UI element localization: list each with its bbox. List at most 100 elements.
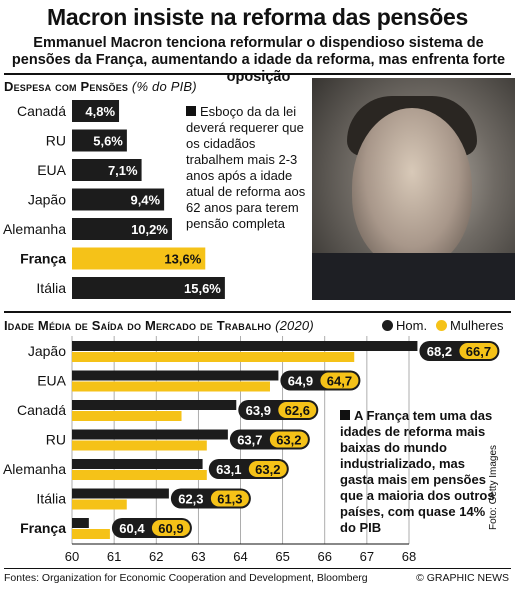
value-label-men: 63,7 (237, 433, 262, 448)
pension-spend-chart: Canadá 4,8% RU 5,6% EUA 7,1% Japão 9,4% Alemanha… (3, 100, 225, 299)
legend-women: Mulheres (436, 318, 503, 333)
x-tick-label: 62 (149, 549, 163, 564)
legend-men-swatch (382, 320, 393, 331)
value-label-men: 60,4 (119, 521, 145, 536)
value-label: 10,2% (131, 222, 168, 237)
bar-men (72, 429, 228, 440)
legend-men-label: Hom. (396, 318, 428, 333)
bar-women (72, 470, 207, 480)
value-pill: 63,9 62,6 (238, 400, 319, 420)
bar-women (72, 352, 355, 362)
legend-men: Hom. (382, 318, 427, 333)
legend-women-label: Mulheres (450, 318, 504, 333)
bar-women (72, 529, 110, 539)
category-label: RU (46, 133, 66, 149)
bar-women (72, 381, 270, 392)
value-label-men: 63,9 (246, 403, 271, 418)
pill-women-bg (320, 372, 359, 389)
category-label: Itália (36, 491, 66, 507)
bar-men (72, 459, 203, 469)
value-label-men: 68,2 (427, 344, 452, 359)
sources-footer: Fontes: Organization for Economic Cooper… (4, 572, 368, 584)
pill-women-bg (210, 490, 249, 507)
pill-women-bg (248, 461, 287, 477)
divider (4, 73, 511, 75)
value-label-men: 64,9 (288, 374, 313, 389)
france-note-text: A França tem uma das idades de reforma m… (340, 408, 495, 535)
value-label: 4,8% (85, 104, 115, 119)
value-label-men: 63,1 (216, 462, 241, 477)
bar-men (72, 341, 418, 351)
value-label-women: 64,7 (327, 374, 352, 389)
pension-spend-title: Despesa com Pensões (4, 79, 129, 94)
bar-men (72, 400, 237, 410)
category-label: Canadá (17, 402, 66, 418)
bullet-square-icon (340, 410, 350, 420)
x-tick-label: 64 (233, 549, 247, 564)
photo-credit: Foto: Getty Images (488, 444, 499, 530)
divider (4, 568, 511, 569)
draft-law-note: Esboço da da lei deverá requerer que os … (186, 104, 314, 232)
x-tick-label: 65 (275, 549, 289, 564)
value-label-women: 63,2 (276, 433, 301, 448)
category-label: RU (46, 432, 66, 448)
value-label-women: 61,3 (217, 492, 242, 507)
category-label: França (20, 251, 66, 267)
bar-men (72, 370, 279, 381)
pill-women-bg (278, 402, 317, 418)
legend-women-swatch (436, 320, 447, 331)
bar (72, 188, 165, 211)
bar-women (72, 411, 182, 421)
bullet-square-icon (186, 106, 196, 116)
value-label-women: 62,6 (285, 403, 310, 418)
x-tick-label: 67 (360, 549, 374, 564)
value-pill: 68,2 66,7 (419, 341, 500, 361)
value-label-women: 63,2 (255, 462, 280, 477)
value-label-women: 60,9 (158, 521, 183, 536)
pension-spend-heading: Despesa com Pensões (% do PIB) (4, 79, 197, 94)
category-label: Itália (36, 280, 66, 296)
value-label: 9,4% (130, 193, 160, 208)
bar (72, 247, 206, 270)
value-label: 15,6% (184, 281, 221, 296)
bar-men (72, 488, 169, 499)
x-tick-label: 60 (65, 549, 79, 564)
draft-law-note-text: Esboço da da lei deverá requerer que os … (186, 104, 306, 231)
x-tick-label: 63 (191, 549, 205, 564)
category-label: EUA (37, 373, 66, 389)
bar (72, 218, 172, 240)
bar-men (72, 518, 89, 528)
bar-women (72, 440, 207, 451)
x-tick-label: 68 (402, 549, 416, 564)
value-pill: 62,3 61,3 (170, 488, 251, 509)
value-pill: 64,9 64,7 (280, 370, 361, 391)
value-label: 5,6% (93, 134, 123, 149)
x-tick-label: 66 (318, 549, 332, 564)
bar (72, 277, 225, 299)
page-title: Macron insiste na reforma das pensões (47, 4, 468, 30)
value-label-women: 66,7 (466, 344, 491, 359)
value-pill: 60,4 60,9 (111, 518, 192, 538)
france-note: A França tem uma das idades de reforma m… (340, 408, 500, 536)
category-label: Alemanha (3, 221, 66, 237)
photo-face (352, 108, 472, 268)
pill-women-bg (151, 520, 190, 536)
bar (72, 129, 127, 152)
category-label: EUA (37, 162, 66, 178)
value-label: 7,1% (108, 163, 138, 178)
pill-women-bg (459, 343, 498, 359)
exit-age-unit: (2020) (275, 318, 314, 333)
category-label: Canadá (17, 103, 66, 119)
exit-age-heading: Idade Média de Saída do Mercado de Traba… (4, 318, 314, 333)
category-label: Japão (28, 343, 66, 359)
category-label: Alemanha (3, 461, 66, 477)
exit-age-title: Idade Média de Saída do Mercado de Traba… (4, 318, 272, 333)
pension-spend-unit: (% do PIB) (131, 79, 197, 94)
page-subtitle: Emmanuel Macron tenciona reformular o di… (11, 35, 506, 85)
copyright: © GRAPHIC NEWS (416, 572, 509, 584)
bar (72, 100, 120, 122)
value-label: 13,6% (164, 252, 201, 267)
bar-women (72, 499, 127, 510)
value-pill: 63,1 63,2 (208, 459, 289, 479)
